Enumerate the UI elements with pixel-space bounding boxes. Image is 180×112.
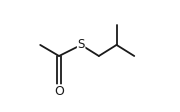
Text: S: S (77, 38, 85, 51)
Text: O: O (54, 85, 64, 98)
